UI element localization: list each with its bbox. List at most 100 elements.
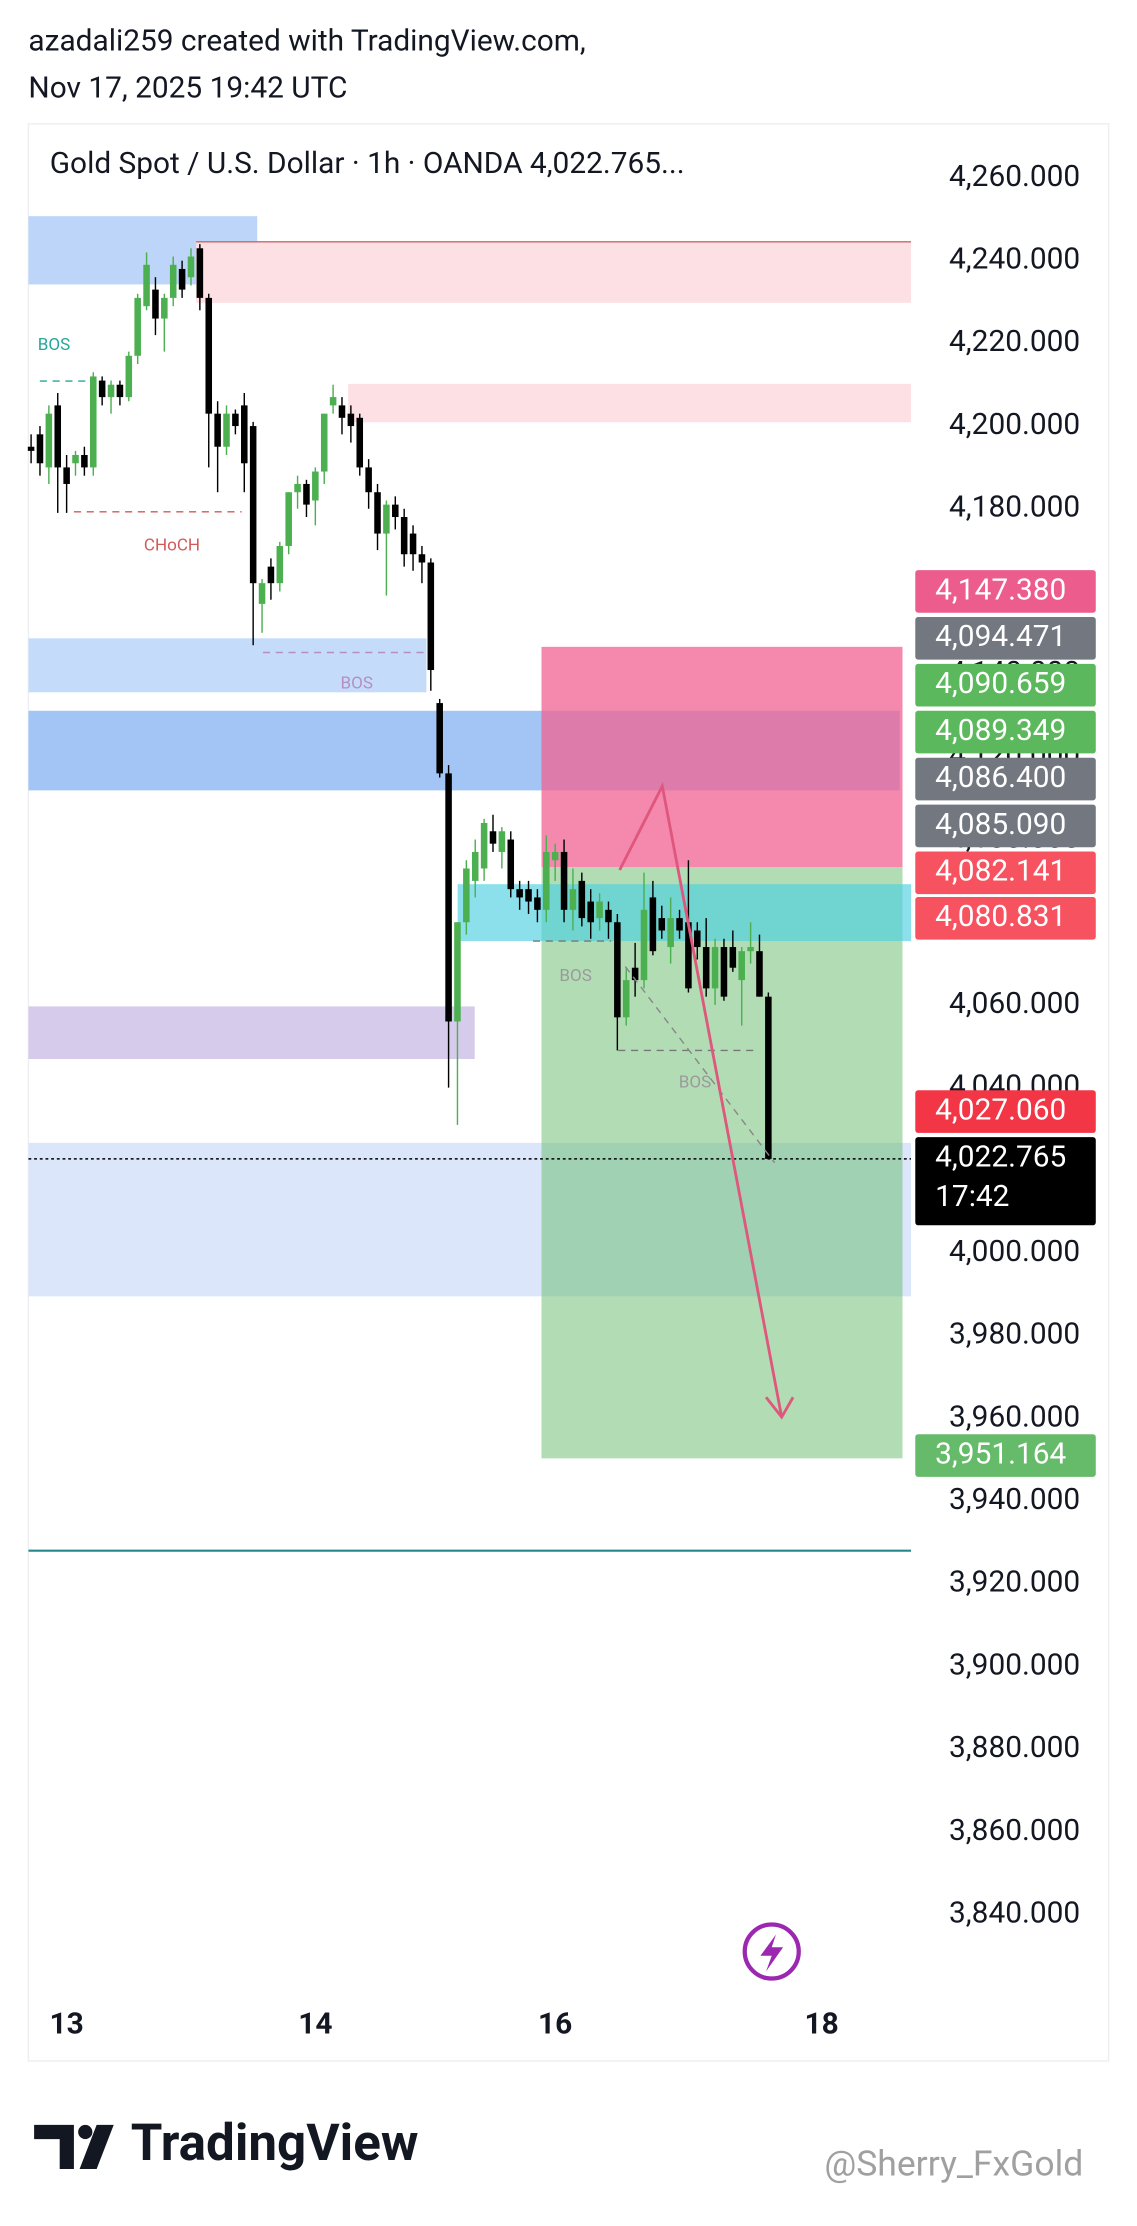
candle-body <box>72 455 79 464</box>
candle-body <box>587 901 594 923</box>
candle-body <box>196 248 204 298</box>
candle-body <box>178 268 186 290</box>
candle-body <box>187 256 195 278</box>
candle-body <box>214 413 221 447</box>
candle-body <box>667 918 674 948</box>
candle-body <box>622 980 630 1018</box>
logo-mark <box>79 2124 114 2169</box>
candle-body <box>445 773 452 1022</box>
candle-body <box>249 426 257 584</box>
candle-body <box>294 483 301 493</box>
candle-body <box>116 384 124 398</box>
price-badge-label: 4,089.349 <box>935 713 1066 748</box>
price-badge <box>915 896 1096 940</box>
lightning-icon[interactable] <box>742 1922 801 1981</box>
candle-body <box>578 880 586 919</box>
drawings <box>618 781 801 1981</box>
annotation: BOS <box>38 335 70 355</box>
price-badge-label: 4,090.659 <box>935 666 1066 701</box>
annotation: BOS <box>559 966 591 986</box>
zones <box>28 216 912 1552</box>
y-tick-label: 3,960.000 <box>949 1399 1080 1434</box>
y-tick-label: 4,200.000 <box>949 407 1080 442</box>
candle-body <box>596 901 603 919</box>
x-tick-label: 14 <box>298 2006 332 2041</box>
candle-body <box>525 889 532 902</box>
zone <box>28 638 427 693</box>
candle-body <box>241 405 248 464</box>
candle-body <box>365 467 372 493</box>
candle-body <box>81 455 88 468</box>
header-line: Nov 17, 2025 19:42 UTC <box>28 71 347 106</box>
chart-title: Gold Spot / U.S. Dollar · 1h · OANDA 4,0… <box>50 146 685 181</box>
y-tick-label: 4,260.000 <box>949 159 1080 194</box>
candle-body <box>400 517 408 555</box>
zone <box>28 1006 475 1059</box>
candle-body <box>54 405 62 468</box>
candle-body <box>161 297 168 319</box>
candle-body <box>125 355 133 398</box>
candle-body <box>720 947 728 997</box>
candle-body <box>543 851 550 910</box>
candle-body <box>267 566 275 584</box>
candle-body <box>605 909 612 923</box>
price-badge <box>915 1137 1096 1226</box>
annotation: CHoCH <box>144 535 200 555</box>
price-badge-label: 3,951.164 <box>935 1436 1066 1471</box>
candle-body <box>223 413 230 447</box>
candle-body <box>747 947 754 952</box>
zone <box>348 383 912 423</box>
logo-mark <box>34 2124 74 2169</box>
price-badge <box>915 616 1096 660</box>
projection-line <box>624 966 776 1164</box>
footer: TradingView @Sherry_FxGold <box>34 2114 1083 2185</box>
candle-body <box>454 922 461 1022</box>
candle-body <box>232 413 239 427</box>
price-badge <box>915 804 1096 848</box>
candle-body <box>489 831 497 844</box>
y-tick-label: 3,900.000 <box>949 1647 1080 1682</box>
candle-body <box>756 951 763 997</box>
zone <box>196 241 912 303</box>
y-tick-label: 3,860.000 <box>949 1813 1080 1848</box>
price-badge-label: 4,147.380 <box>935 572 1066 607</box>
candle-body <box>45 413 53 468</box>
y-tick-label: 3,980.000 <box>949 1317 1080 1352</box>
y-tick-label: 3,920.000 <box>949 1565 1080 1600</box>
candle-body <box>765 996 772 1159</box>
arrow-head <box>764 1396 795 1420</box>
candle-body <box>285 492 292 546</box>
candle-body <box>711 947 719 989</box>
candle-body <box>480 823 488 869</box>
price-badge <box>915 570 1096 613</box>
y-tick-label: 4,000.000 <box>949 1234 1080 1269</box>
candle-body <box>534 897 541 910</box>
y-tick-label: 3,880.000 <box>949 1730 1080 1765</box>
candle-body <box>347 413 355 427</box>
candle-body <box>205 297 213 414</box>
candle-body <box>392 504 399 518</box>
candle-body <box>516 889 523 898</box>
candle-body <box>738 951 745 981</box>
y-tick-label: 4,180.000 <box>949 490 1080 525</box>
candle-body <box>631 967 639 981</box>
candle-body <box>107 384 115 398</box>
candle-body <box>312 471 319 501</box>
candle-body <box>63 467 70 484</box>
candle-body <box>551 851 559 861</box>
axes: 4,260.000 4,240.000 4,220.000 4,200.000 4,18… <box>38 159 1096 2041</box>
price-badge-label: 4,022.765 <box>935 1139 1066 1174</box>
chart-frame <box>27 123 1110 2062</box>
candle-body <box>498 831 506 852</box>
price-badge <box>915 710 1096 754</box>
candle-body <box>427 562 435 671</box>
annotation: BOS <box>679 1073 711 1093</box>
price-badge-label: 4,086.400 <box>935 760 1066 795</box>
y-tick-label: 3,840.000 <box>949 1895 1080 1930</box>
candle-body <box>702 947 710 989</box>
x-tick-label: 16 <box>538 2006 572 2041</box>
risk-zone <box>541 646 903 868</box>
candle-body <box>98 380 106 398</box>
candle-body <box>36 434 44 464</box>
